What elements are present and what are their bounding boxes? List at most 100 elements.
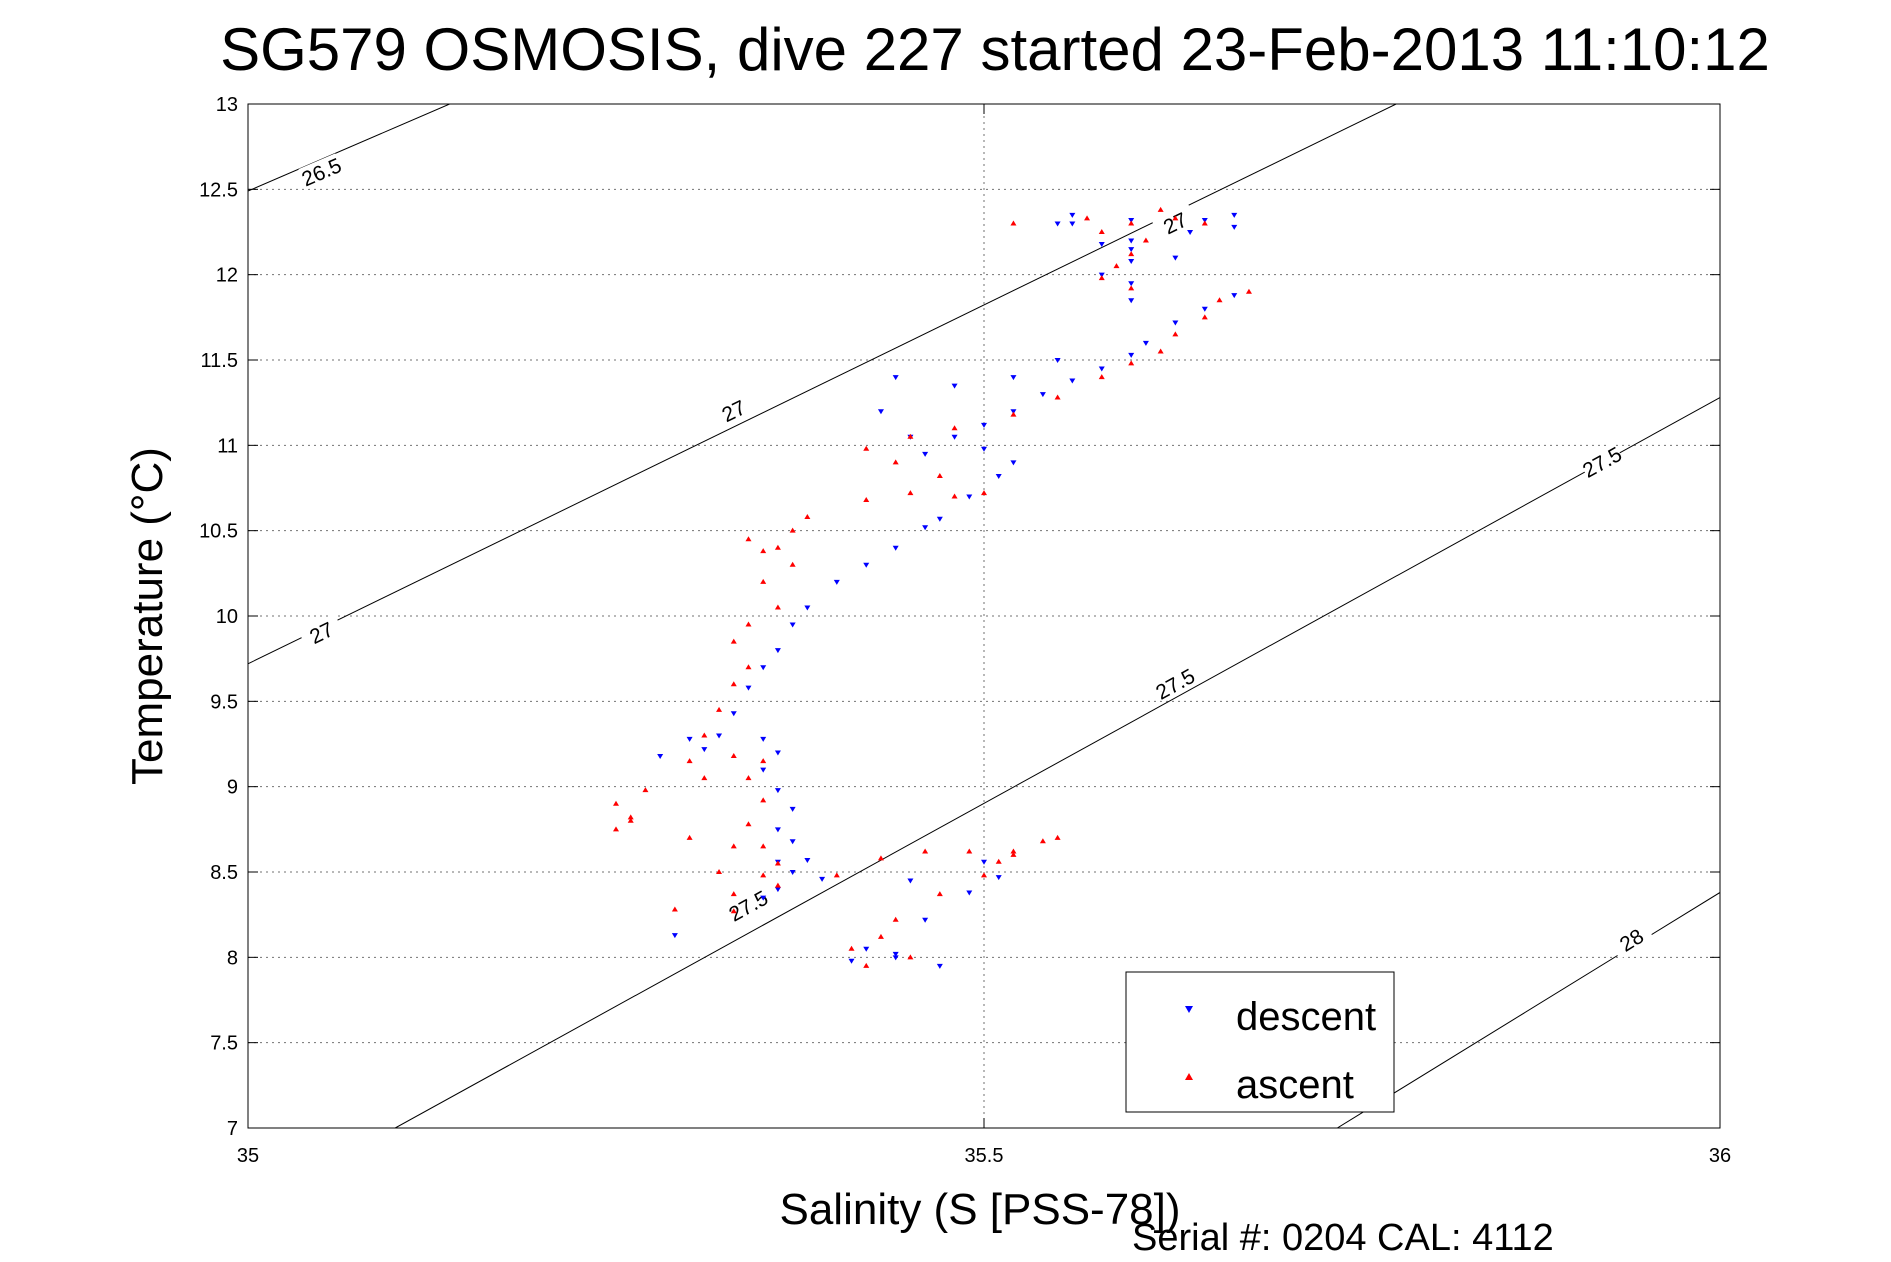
- ascent-point: [613, 826, 619, 832]
- descent-point: [951, 434, 958, 440]
- ascent-point: [1172, 331, 1179, 337]
- descent-point: [1172, 320, 1179, 326]
- ascent-point: [701, 775, 708, 781]
- descent-point: [1142, 340, 1149, 346]
- descent-point: [745, 685, 752, 691]
- ascent-point: [1157, 348, 1164, 354]
- descent-point: [892, 951, 899, 957]
- ascent-point: [833, 872, 840, 878]
- ascent-point: [1142, 237, 1149, 243]
- descent-point: [1054, 358, 1061, 363]
- chart-title: SG579 OSMOSIS, dive 227 started 23-Feb-2…: [220, 16, 1770, 83]
- contour-label-bg: [1608, 919, 1654, 960]
- x-tick-label: 35.5: [965, 1145, 1004, 1167]
- ascent-point: [1172, 215, 1179, 221]
- descent-point: [686, 736, 693, 742]
- descent-point: [1054, 221, 1061, 227]
- descent-point: [966, 890, 973, 896]
- ascent-point: [730, 908, 737, 914]
- ascent-point: [730, 891, 737, 897]
- y-tick-label: 9.5: [210, 691, 238, 713]
- ascent-point: [627, 814, 634, 820]
- contour-label-bg: [298, 613, 344, 651]
- ascent-point: [863, 496, 870, 502]
- ascent-point: [760, 843, 767, 849]
- ascent-point: [671, 906, 678, 912]
- descent-point: [877, 409, 884, 415]
- descent-point: [804, 858, 811, 864]
- descent-point: [671, 933, 678, 939]
- descent-point: [1128, 247, 1135, 253]
- y-tick-label: 8: [227, 947, 238, 969]
- ascent-point: [745, 664, 752, 670]
- ascent-point: [1084, 215, 1091, 221]
- legend-ascent-label: ascent: [1236, 1063, 1354, 1107]
- descent-point: [819, 876, 826, 882]
- descent-point: [1128, 281, 1135, 287]
- ascent-point: [1128, 285, 1135, 291]
- descent-point: [995, 474, 1002, 480]
- descent-point: [922, 917, 929, 923]
- ascent-point: [877, 855, 884, 861]
- descent-point: [981, 859, 987, 865]
- contour-label: 26.5: [298, 154, 345, 191]
- descent-point: [1069, 212, 1076, 218]
- legend: descent ascent: [1125, 971, 1395, 1113]
- descent-point: [1128, 238, 1135, 244]
- descent-point: [789, 870, 796, 875]
- descent-point: [1231, 293, 1238, 299]
- contour-label-bg: [1152, 203, 1198, 242]
- descent-point: [1231, 224, 1238, 230]
- descent-point: [863, 562, 870, 568]
- ascent-point: [730, 638, 737, 644]
- descent-point: [701, 747, 708, 753]
- isopycnal-line: [1337, 892, 1720, 1128]
- ascent-point: [1010, 851, 1017, 857]
- descent-point: [1098, 241, 1105, 247]
- ascent-point: [1054, 834, 1061, 840]
- ascent-point: [848, 945, 855, 951]
- descent-point: [981, 422, 987, 428]
- descent-point: [981, 446, 987, 452]
- ascent-point: [1010, 411, 1017, 417]
- ascent-point: [1128, 251, 1135, 257]
- descent-point: [774, 750, 781, 756]
- ascent-point: [716, 869, 723, 874]
- y-tick-label: 12: [216, 265, 238, 287]
- y-tick-label: 7: [227, 1118, 238, 1140]
- ascent-point: [907, 954, 914, 960]
- ascent-point: [1128, 360, 1135, 366]
- descent-point: [966, 494, 973, 500]
- descent-point: [922, 451, 929, 457]
- descent-point: [1098, 366, 1105, 372]
- ascent-point: [789, 561, 796, 567]
- ascent-point: [760, 578, 767, 584]
- descent-point: [863, 946, 870, 952]
- ascent-point: [863, 445, 870, 451]
- ascent-point: [1010, 848, 1017, 854]
- contour-label-bg: [1152, 664, 1198, 703]
- ascent-point: [1098, 374, 1105, 380]
- descent-point: [1231, 212, 1238, 218]
- isopycnal-line: [248, 104, 1397, 665]
- y-tick-label: 8.5: [210, 862, 238, 884]
- descent-point: [892, 955, 899, 961]
- ascent-point: [1216, 297, 1223, 303]
- ascent-point: [701, 732, 708, 738]
- descent-point: [760, 665, 767, 671]
- ascent-point: [716, 706, 723, 712]
- contour-label-bg: [710, 391, 757, 429]
- descent-point: [789, 839, 796, 845]
- ascent-point: [1157, 206, 1164, 212]
- descent-point: [774, 788, 781, 794]
- ascent-point: [1128, 220, 1135, 226]
- descent-point: [1128, 259, 1135, 265]
- ascent-point: [1010, 220, 1017, 226]
- ascent-point: [804, 514, 811, 520]
- ascent-point: [760, 548, 767, 554]
- descent-point: [1010, 375, 1017, 381]
- ascent-point: [760, 758, 767, 764]
- descent-point: [907, 878, 914, 884]
- isopycnal-line: [248, 104, 450, 192]
